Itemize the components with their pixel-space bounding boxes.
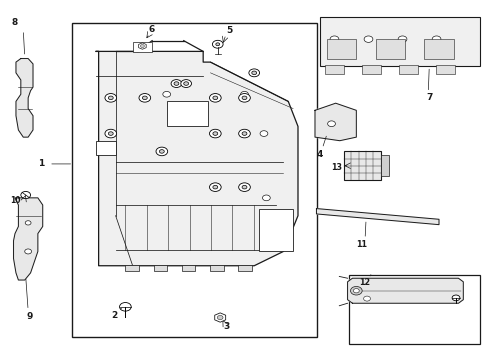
Circle shape: [139, 94, 150, 102]
Bar: [96, 141, 116, 155]
Circle shape: [240, 91, 248, 97]
Polygon shape: [316, 208, 438, 225]
Circle shape: [105, 129, 116, 138]
Circle shape: [251, 71, 256, 75]
Circle shape: [174, 82, 179, 85]
Bar: [182, 265, 195, 271]
Text: 10: 10: [10, 196, 20, 205]
Bar: [380, 155, 388, 176]
Bar: [326, 39, 356, 59]
Text: 1: 1: [38, 159, 44, 168]
Circle shape: [242, 132, 246, 135]
Polygon shape: [347, 278, 462, 303]
Bar: [344, 152, 380, 180]
Circle shape: [142, 96, 147, 100]
Circle shape: [156, 147, 167, 156]
Text: 13: 13: [331, 163, 342, 172]
Circle shape: [242, 96, 246, 100]
Bar: [238, 265, 251, 271]
Bar: [361, 65, 380, 73]
Polygon shape: [314, 103, 356, 141]
Circle shape: [212, 96, 217, 100]
Bar: [424, 39, 453, 59]
Circle shape: [364, 36, 372, 42]
Text: 11: 11: [355, 240, 366, 249]
Text: 3: 3: [224, 322, 230, 331]
Bar: [435, 65, 454, 73]
Text: 2: 2: [111, 311, 117, 320]
Bar: [259, 208, 292, 251]
Circle shape: [209, 183, 221, 192]
Circle shape: [105, 94, 116, 102]
Text: 12: 12: [359, 278, 370, 287]
Circle shape: [108, 96, 113, 100]
Polygon shape: [16, 59, 33, 137]
Bar: [348, 275, 479, 344]
Circle shape: [212, 185, 217, 189]
Circle shape: [238, 129, 250, 138]
Circle shape: [159, 150, 164, 153]
Circle shape: [181, 80, 191, 87]
Circle shape: [212, 132, 217, 135]
Circle shape: [108, 132, 113, 135]
Circle shape: [25, 221, 31, 225]
Circle shape: [119, 302, 131, 311]
Circle shape: [238, 183, 250, 192]
Circle shape: [397, 36, 406, 42]
Bar: [375, 39, 404, 59]
Bar: [324, 65, 344, 73]
Circle shape: [140, 45, 144, 48]
Bar: [153, 265, 167, 271]
Circle shape: [350, 287, 362, 295]
Circle shape: [217, 315, 223, 320]
Circle shape: [363, 296, 370, 301]
Text: 7: 7: [425, 93, 431, 102]
Bar: [319, 18, 479, 66]
Circle shape: [215, 43, 219, 46]
Circle shape: [451, 295, 459, 301]
Text: 5: 5: [225, 26, 232, 35]
Circle shape: [431, 36, 440, 42]
Circle shape: [209, 129, 221, 138]
Circle shape: [21, 192, 30, 199]
Circle shape: [209, 94, 221, 102]
Text: 4: 4: [316, 150, 323, 159]
Bar: [209, 265, 223, 271]
Text: 6: 6: [149, 26, 155, 35]
Bar: [125, 265, 139, 271]
Circle shape: [353, 289, 359, 293]
Circle shape: [248, 69, 259, 77]
Circle shape: [242, 185, 246, 189]
Circle shape: [171, 80, 182, 87]
Circle shape: [238, 94, 250, 102]
Bar: [166, 102, 207, 126]
Circle shape: [329, 36, 338, 42]
Circle shape: [163, 91, 170, 97]
Polygon shape: [14, 198, 42, 280]
Bar: [132, 42, 152, 53]
Circle shape: [25, 249, 31, 254]
Polygon shape: [138, 43, 146, 49]
Polygon shape: [96, 51, 297, 266]
Text: 9: 9: [26, 312, 33, 321]
Circle shape: [327, 121, 335, 127]
Bar: [398, 65, 417, 73]
Text: 8: 8: [12, 18, 18, 27]
Polygon shape: [214, 313, 225, 322]
Bar: [72, 23, 317, 337]
Circle shape: [212, 40, 223, 48]
Circle shape: [262, 195, 270, 201]
Circle shape: [183, 82, 188, 85]
Circle shape: [260, 131, 267, 136]
